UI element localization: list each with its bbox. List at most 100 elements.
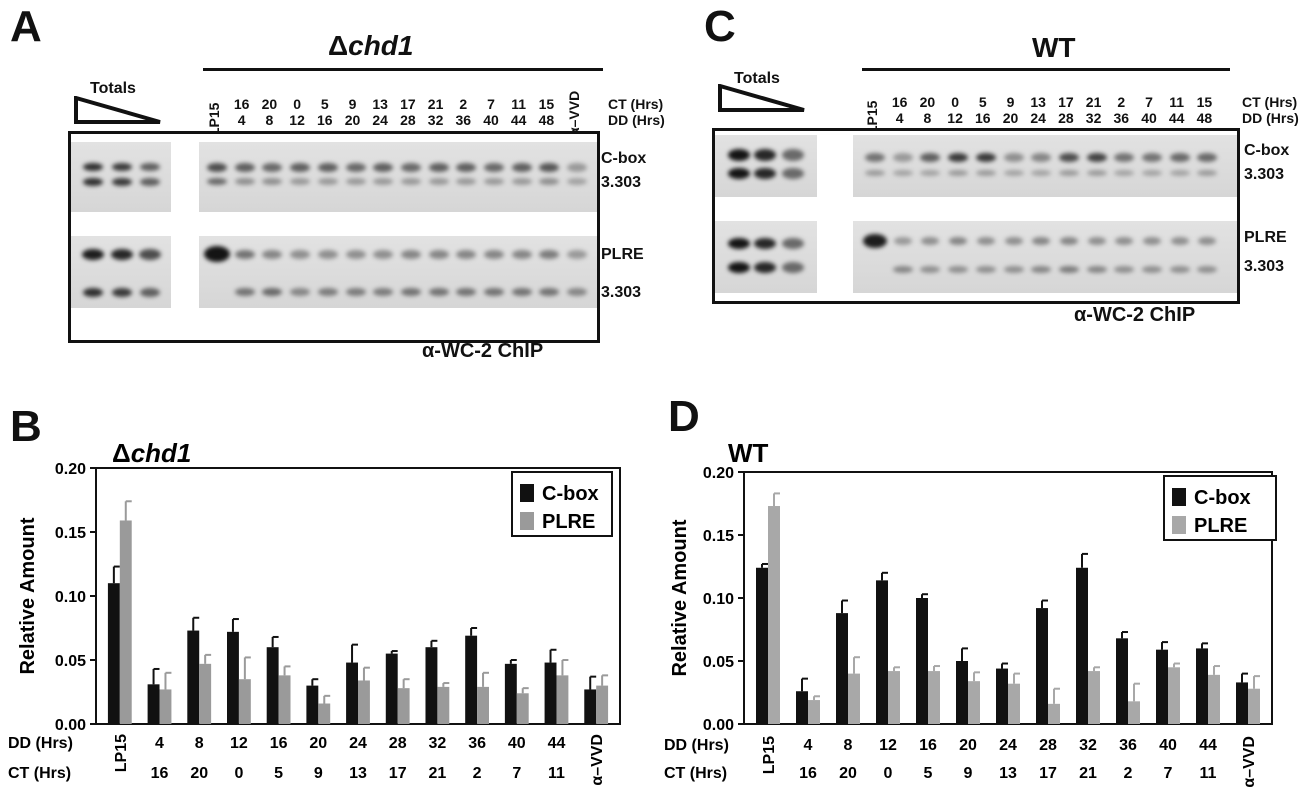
panel-a-lane-ct-9: 2 — [459, 96, 468, 112]
chart-d-dd-7: 28 — [1039, 737, 1057, 754]
panel-c-band-cbox-6 — [1031, 152, 1052, 162]
chart-d-ytick-label-1: 0.05 — [703, 654, 734, 671]
chart-d-dd-5: 20 — [959, 737, 977, 754]
chart-d-bar-c-box-4 — [916, 598, 928, 724]
panel-c-blot-totals-top — [715, 135, 817, 197]
panel-c-band-3303b-5 — [1003, 265, 1024, 273]
panel-a-band-total-plre-2 — [139, 248, 161, 260]
panel-c-band-total-cbox-2 — [782, 149, 804, 161]
panel-a-band-cbox-6 — [373, 162, 394, 172]
panel-a-band-3303a-12 — [539, 177, 560, 185]
chart-d-dd-8: 32 — [1079, 737, 1097, 754]
chart-d-bar-plre-1 — [808, 700, 820, 724]
panel-c-band-cbox-3 — [948, 152, 969, 162]
chart-b-bar-plre-6 — [358, 680, 370, 724]
chart-d-bar-plre-7 — [1048, 703, 1060, 724]
chart-b-dd-2: 8 — [195, 735, 204, 752]
chart-d-ct-11: 11 — [1200, 765, 1217, 782]
chart-d-vertical-label-0: LP15 — [761, 736, 778, 774]
panel-c-totals-label: Totals — [734, 70, 780, 87]
panel-c-band-3303b-6 — [1031, 265, 1052, 273]
chart-d-ct-6: 13 — [999, 765, 1017, 782]
chart-b-bar-plre-5 — [318, 703, 331, 724]
chart-b-ct-8: 21 — [428, 765, 446, 782]
chart-d-dd-3: 12 — [879, 737, 897, 754]
chart-b-bar-c-box-7 — [385, 653, 398, 724]
panel-letter-d: D — [668, 392, 700, 441]
panel-a-ct-label: CT (Hrs) — [608, 96, 664, 112]
chart-b: Δchd1 0.00 0.05 0.10 0.15 0.20 Relative Amount… — [8, 438, 621, 786]
panel-c-band-3303a-3 — [948, 170, 969, 176]
panel-c-band-total-plre-0 — [728, 237, 750, 249]
panel-c-band-cbox-2 — [920, 152, 941, 162]
chart-b-dd-3: 12 — [230, 735, 248, 752]
panel-c-band-total-3303a-1 — [754, 167, 776, 179]
panel-c-lane-ct-9: 2 — [1117, 94, 1126, 110]
panel-c-band-plre-2 — [921, 237, 940, 245]
panel-a-band-cbox-10 — [484, 162, 504, 172]
chart-d-dd-11: 44 — [1199, 737, 1217, 754]
chart-b-bar-plre-11 — [556, 675, 569, 724]
panel-a-band-cbox-7 — [400, 162, 421, 172]
chart-b-bar-c-box-12 — [584, 689, 597, 724]
chart-d-bar-c-box-0 — [756, 567, 768, 724]
panel-c-lane-label-6: 13 24 — [1024, 94, 1052, 126]
panel-a-lane-label-1: 16 4 — [228, 96, 256, 128]
panel-a-band-total-cbox-2 — [140, 163, 160, 171]
chart-b-bar-c-box-6 — [346, 662, 358, 724]
panel-c-band-total-plre-2 — [782, 237, 804, 249]
panel-a-lane-dd-4: 16 — [317, 112, 333, 128]
panel-a-band-3303a-8 — [428, 177, 449, 185]
panel-a-band-3303a-10 — [484, 177, 504, 185]
panel-a-band-3303b-4 — [317, 288, 338, 296]
panel-a-band-plre-7 — [400, 249, 421, 259]
panel-c-label-cbox: C-box — [1244, 142, 1290, 159]
panel-c-blot-totals-bottom — [715, 221, 817, 293]
panel-c-band-total-3303b-0 — [728, 261, 750, 273]
panel-c-band-3303a-7 — [1058, 170, 1079, 176]
panel-a-band-3303b-7 — [400, 288, 421, 296]
panel-c-lane-dd-4: 16 — [975, 110, 991, 126]
panel-c-band-3303b-4 — [975, 265, 996, 273]
panel-a-band-total-plre-0 — [82, 248, 104, 260]
chart-b-dd-11: 44 — [548, 735, 566, 752]
chart-b-bar-c-box-5 — [306, 685, 319, 724]
panel-a-band-3303b-13 — [567, 288, 588, 296]
panel-c-title-underline — [862, 68, 1230, 71]
panel-a-label-3303-top: 3.303 — [601, 174, 642, 191]
panel-a-band-cbox-0 — [207, 162, 227, 172]
chart-b-bar-c-box-10 — [504, 663, 517, 724]
panel-c-band-3303b-3 — [948, 265, 969, 273]
panel-c-band-3303b-8 — [1086, 265, 1107, 273]
panel-a-label-plre: PLRE — [601, 246, 644, 263]
panel-a-band-cbox-12 — [539, 162, 560, 172]
chart-d-bar-plre-3 — [888, 671, 900, 724]
panel-a-band-3303a-13 — [567, 177, 588, 185]
panel-a-lane-label-6: 13 24 — [366, 96, 394, 128]
chart-d-bar-c-box-9 — [1116, 638, 1128, 724]
panel-a-band-3303a-4 — [317, 177, 338, 185]
panel-a-band-plre-9 — [456, 249, 477, 259]
panel-a-title-delta: Δ — [328, 30, 349, 61]
chart-d-bar-plre-4 — [928, 671, 940, 724]
panel-a-lane-label-9: 2 36 — [449, 96, 477, 128]
chart-d-dd-2: 8 — [844, 737, 853, 754]
chart-b-bar-plre-12 — [596, 685, 609, 724]
panel-a-band-total-3303a-0 — [83, 178, 103, 186]
panel-a-band-3303b-1 — [234, 288, 255, 296]
chart-d-ct-10: 7 — [1164, 765, 1173, 782]
panel-a-band-plre-6 — [373, 249, 394, 259]
panel-a-lane-ct-5: 9 — [348, 96, 357, 112]
chart-b-bar-c-box-11 — [544, 662, 557, 724]
chart-b-title: Δchd1 — [112, 438, 191, 468]
panel-c-title: WT — [1032, 32, 1076, 63]
panel-a-lane-ct-1: 16 — [233, 96, 250, 112]
panel-a-band-cbox-1 — [234, 162, 255, 172]
panel-a-band-3303b-5 — [345, 288, 366, 296]
panel-c-lane-dd-12: 48 — [1196, 110, 1213, 126]
panel-a-lane-ct-2: 20 — [261, 96, 278, 112]
panel-a-lane-label-5: 9 20 — [339, 96, 367, 128]
panel-c-lane-ct-11: 11 — [1169, 94, 1185, 110]
panel-c-band-3303a-0 — [865, 170, 885, 176]
chart-b-dd-1: 4 — [155, 735, 164, 752]
